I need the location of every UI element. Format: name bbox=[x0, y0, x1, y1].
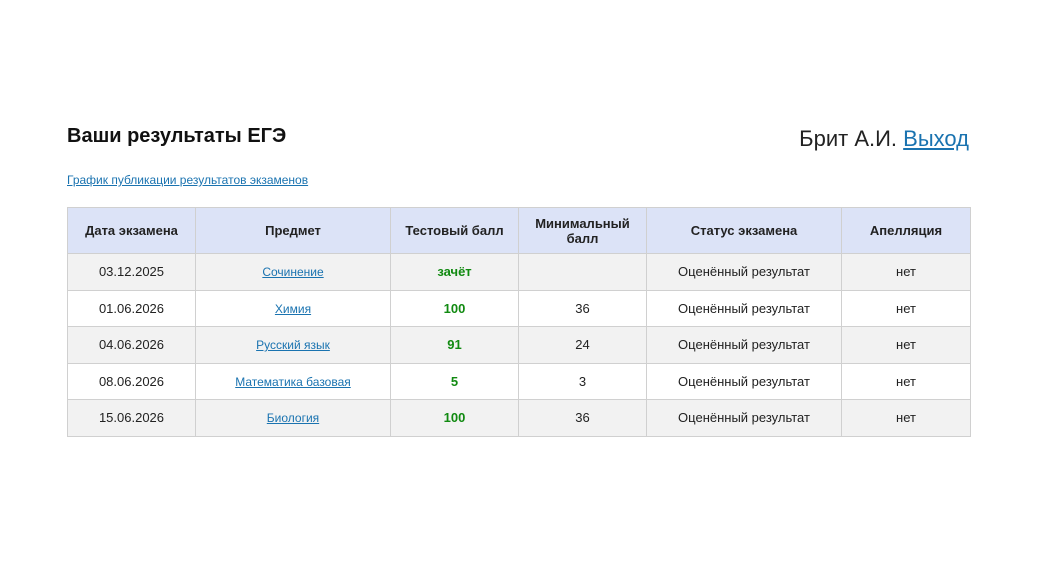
table-cell: 04.06.2026 bbox=[67, 326, 196, 364]
score-cell: 5 bbox=[390, 362, 519, 400]
table-cell: Оценённый результат bbox=[646, 253, 842, 291]
table-body: 03.12.2025 Сочинение зачёт Оценённый резуль… bbox=[67, 253, 971, 437]
table-cell: Оценённый результат bbox=[646, 399, 842, 437]
subject-cell: Сочинение bbox=[195, 253, 391, 291]
table-cell: нет bbox=[841, 289, 971, 327]
table-cell: 01.06.2026 bbox=[67, 289, 196, 327]
empty-cell bbox=[518, 253, 647, 291]
column-header: Тестовый балл bbox=[390, 207, 519, 254]
table-cell: нет bbox=[841, 326, 971, 364]
result-row: 15.06.2026 Биология 100 36 Оценённый результ… bbox=[67, 399, 971, 437]
schedule-link[interactable]: График публикации результатов экзаменов bbox=[67, 173, 309, 187]
table-cell: 3 bbox=[518, 362, 647, 400]
table-cell: нет bbox=[841, 399, 971, 437]
header-row: Дата экзамена Предмет Тестовый балл Минимал… bbox=[67, 207, 971, 254]
table-cell: 15.06.2026 bbox=[67, 399, 196, 437]
subject-link[interactable]: Биология bbox=[266, 411, 320, 426]
results-table: Дата экзамена Предмет Тестовый балл Минимал… bbox=[67, 207, 971, 437]
table-cell: 36 bbox=[518, 399, 647, 437]
result-row: 08.06.2026 Математика базовая 5 3 Оценённый … bbox=[67, 362, 971, 400]
subject-link[interactable]: Химия bbox=[274, 301, 312, 316]
result-row: 01.06.2026 Химия 100 36 Оценённый результат н… bbox=[67, 289, 971, 327]
table-cell: Оценённый результат bbox=[646, 362, 842, 400]
score-cell: 91 bbox=[390, 326, 519, 364]
subject-cell: Математика базовая bbox=[195, 362, 391, 400]
table-cell: Оценённый результат bbox=[646, 289, 842, 327]
subject-link[interactable]: Сочинение bbox=[262, 265, 324, 280]
score-cell: 100 bbox=[390, 399, 519, 437]
table-cell: 24 bbox=[518, 326, 647, 364]
table-cell: нет bbox=[841, 362, 971, 400]
table-cell: Оценённый результат bbox=[646, 326, 842, 364]
user-block: Брит А.И. Выход bbox=[799, 126, 969, 152]
column-header: Апелляция bbox=[841, 207, 971, 254]
column-header: Статус экзамена bbox=[646, 207, 842, 254]
result-row: 04.06.2026 Русский язык 91 24 Оценённый резу… bbox=[67, 326, 971, 364]
table-cell: 03.12.2025 bbox=[67, 253, 196, 291]
table-cell: нет bbox=[841, 253, 971, 291]
column-header: Минимальный балл bbox=[518, 207, 647, 254]
subject-cell: Химия bbox=[195, 289, 391, 327]
page-title: Ваши результаты ЕГЭ bbox=[67, 125, 287, 147]
user-name: Брит А.И. bbox=[799, 126, 898, 151]
table-cell: 36 bbox=[518, 289, 647, 327]
score-cell: зачёт bbox=[390, 253, 519, 291]
result-row: 03.12.2025 Сочинение зачёт Оценённый резуль… bbox=[67, 253, 971, 291]
column-header: Дата экзамена bbox=[67, 207, 196, 254]
column-header: Предмет bbox=[195, 207, 391, 254]
logout-link[interactable]: Выход bbox=[903, 126, 969, 151]
subject-cell: Русский язык bbox=[195, 326, 391, 364]
subject-link[interactable]: Математика базовая bbox=[235, 374, 351, 389]
subject-link[interactable]: Русский язык bbox=[256, 338, 330, 353]
subject-cell: Биология bbox=[195, 399, 391, 437]
table-cell: 08.06.2026 bbox=[67, 362, 196, 400]
score-cell: 100 bbox=[390, 289, 519, 327]
